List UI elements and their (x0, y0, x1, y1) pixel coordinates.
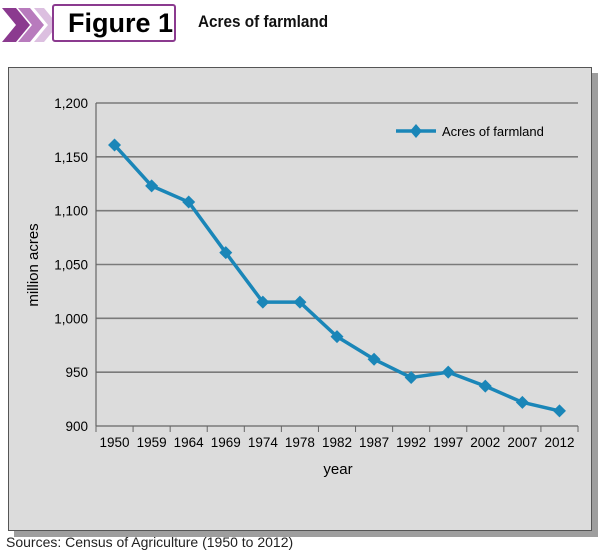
x-tick-label: 1950 (100, 435, 130, 450)
data-point (293, 295, 307, 309)
legend-marker (410, 124, 422, 138)
y-tick-label: 1,100 (54, 204, 88, 219)
data-point (108, 138, 122, 152)
data-point (552, 404, 566, 418)
figure-title: Acres of farmland (198, 12, 329, 31)
y-tick-label: 1,150 (54, 150, 88, 165)
x-tick-label: 2012 (544, 435, 574, 450)
figure-header: Figure 1 Acres of farmland (0, 0, 610, 48)
data-point (404, 371, 418, 385)
legend-label: Acres of farmland (442, 124, 544, 139)
x-tick-label: 1969 (211, 435, 241, 450)
legend: Acres of farmland (396, 124, 544, 139)
y-tick-label: 1,200 (54, 96, 88, 111)
x-axis-title: year (323, 461, 352, 478)
data-point (145, 179, 159, 193)
x-tick-label: 2007 (507, 435, 537, 450)
series-layer (108, 138, 566, 418)
data-point (441, 365, 455, 379)
chevron-arrows-icon (2, 8, 58, 42)
x-tick-label: 1992 (396, 435, 426, 450)
x-tick-label: 1978 (285, 435, 315, 450)
x-tick-label: 1997 (433, 435, 463, 450)
source-note: Sources: Census of Agriculture (1950 to … (6, 534, 294, 550)
data-point (330, 330, 344, 344)
series-line (113, 143, 560, 413)
y-axis-title: million acres (25, 223, 42, 306)
y-tick-label: 900 (65, 419, 88, 434)
x-tick-label: 1964 (174, 435, 205, 450)
x-tick-label: 1987 (359, 435, 389, 450)
data-point (219, 246, 233, 260)
y-tick-label: 1,000 (54, 311, 88, 326)
data-point (367, 352, 381, 366)
y-tick-label: 950 (65, 365, 88, 380)
data-point (182, 195, 196, 209)
data-point (256, 295, 270, 309)
x-tick-label: 1974 (248, 435, 279, 450)
gridlines (96, 102, 578, 373)
y-tick-labels: 900 950 1,000 1,050 1,100 1,150 1,200 (54, 96, 88, 434)
x-tick-label: 1959 (137, 435, 167, 450)
x-tick-label: 1982 (322, 435, 352, 450)
figure-label: Figure 1 (52, 4, 176, 42)
x-tick-labels: 1950 1959 1964 1969 1974 1978 1982 1987 1992 1997… (100, 435, 575, 450)
axes (95, 103, 579, 432)
x-tick-label: 2002 (470, 435, 500, 450)
data-point (478, 379, 492, 393)
data-point (515, 395, 529, 409)
y-tick-label: 1,050 (54, 258, 88, 273)
